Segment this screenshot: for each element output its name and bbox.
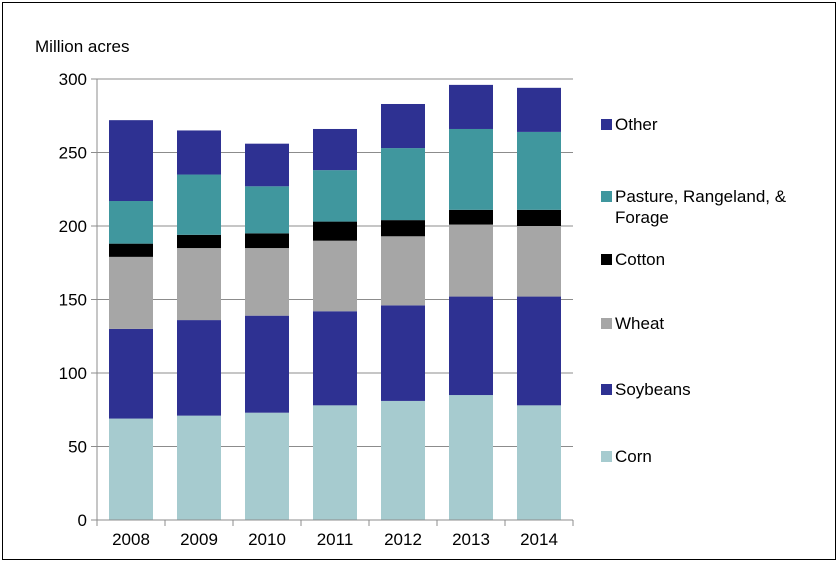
bar-corn-2013 xyxy=(449,395,493,520)
bar-pasture-rangeland-forage-2013 xyxy=(449,128,493,210)
legend-swatch-soybeans xyxy=(601,384,612,395)
x-tick-label-2010: 2010 xyxy=(248,530,286,549)
bar-soybeans-2011 xyxy=(313,311,357,406)
bar-soybeans-2013 xyxy=(449,296,493,396)
y-tick-label-250: 250 xyxy=(59,144,87,163)
bar-cotton-2010 xyxy=(245,233,289,249)
bar-other-2011 xyxy=(313,128,357,171)
bar-soybeans-2014 xyxy=(517,296,561,406)
bar-pasture-rangeland-forage-2014 xyxy=(517,131,561,210)
x-tick-labels: 2008 2009 2010 2011 2012 2013 2014 xyxy=(112,530,558,549)
bar-soybeans-2008 xyxy=(109,328,153,419)
legend-swatch-other xyxy=(601,119,612,130)
legend-label-soybeans: Soybeans xyxy=(615,380,691,399)
x-tick-label-2013: 2013 xyxy=(452,530,490,549)
y-tick-label-200: 200 xyxy=(59,217,87,236)
bar-corn-2012 xyxy=(381,400,425,520)
y-tick-label-50: 50 xyxy=(68,438,87,457)
legend-label-wheat: Wheat xyxy=(615,314,664,333)
legend-swatch-wheat xyxy=(601,318,612,329)
bar-wheat-2009 xyxy=(177,248,221,321)
bar-wheat-2011 xyxy=(313,240,357,312)
y-tick-label-100: 100 xyxy=(59,364,87,383)
legend-swatch-pasture-rangeland-forage xyxy=(601,191,612,202)
bar-cotton-2009 xyxy=(177,234,221,249)
bar-other-2009 xyxy=(177,130,221,175)
bar-corn-2009 xyxy=(177,415,221,520)
x-tick-label-2011: 2011 xyxy=(317,530,354,549)
legend-swatch-corn xyxy=(601,451,612,462)
y-tick-label-0: 0 xyxy=(78,511,87,530)
bar-other-2012 xyxy=(381,103,425,149)
bar-pasture-rangeland-forage-2010 xyxy=(245,186,289,234)
bar-wheat-2010 xyxy=(245,248,289,316)
bar-wheat-2008 xyxy=(109,256,153,329)
bar-soybeans-2012 xyxy=(381,305,425,401)
x-tick-label-2009: 2009 xyxy=(180,530,218,549)
bar-pasture-rangeland-forage-2011 xyxy=(313,170,357,222)
bar-corn-2010 xyxy=(245,412,289,520)
bars xyxy=(109,84,561,520)
legend-label-other: Other xyxy=(615,115,658,134)
axes xyxy=(91,78,574,526)
x-tick-label-2014: 2014 xyxy=(520,530,558,549)
bar-cotton-2013 xyxy=(449,209,493,225)
bar-corn-2008 xyxy=(109,418,153,520)
y-tick-label-150: 150 xyxy=(59,291,87,310)
bar-soybeans-2009 xyxy=(177,320,221,416)
legend-label-cotton: Cotton xyxy=(615,250,665,269)
bar-wheat-2013 xyxy=(449,224,493,297)
legend: Other Pasture, Rangeland, & Forage Cotton Wh… xyxy=(601,115,787,466)
bar-cotton-2008 xyxy=(109,243,153,257)
bar-other-2010 xyxy=(245,143,289,187)
bar-pasture-rangeland-forage-2008 xyxy=(109,201,153,244)
bar-other-2008 xyxy=(109,120,153,202)
bar-cotton-2012 xyxy=(381,220,425,237)
bar-other-2013 xyxy=(449,84,493,129)
y-tick-labels: 0 50 100 150 200 250 300 xyxy=(59,70,87,530)
x-tick-label-2008: 2008 xyxy=(112,530,150,549)
bar-wheat-2012 xyxy=(381,236,425,306)
legend-swatch-cotton xyxy=(601,254,612,265)
bar-other-2014 xyxy=(517,87,561,132)
bar-cotton-2014 xyxy=(517,209,561,226)
bar-wheat-2014 xyxy=(517,226,561,297)
bar-soybeans-2010 xyxy=(245,315,289,413)
y-tick-label-300: 300 xyxy=(59,70,87,89)
bar-corn-2011 xyxy=(313,405,357,520)
legend-label-pasture-rangeland-forage: Pasture, Rangeland, & Forage xyxy=(615,187,787,227)
bar-pasture-rangeland-forage-2012 xyxy=(381,148,425,221)
legend-label-corn: Corn xyxy=(615,447,652,466)
x-tick-label-2012: 2012 xyxy=(384,530,422,549)
bar-corn-2014 xyxy=(517,405,561,520)
bar-pasture-rangeland-forage-2009 xyxy=(177,174,221,235)
y-axis-title: Million acres xyxy=(35,37,129,56)
bar-cotton-2011 xyxy=(313,221,357,241)
